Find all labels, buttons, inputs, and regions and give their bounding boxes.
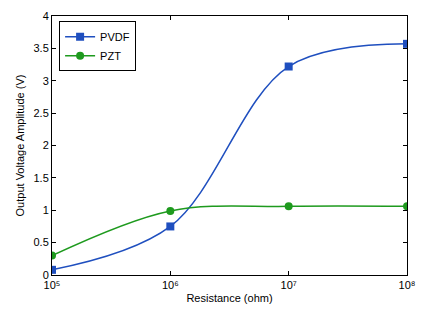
svg-text:PZT: PZT — [100, 50, 121, 62]
svg-text:10⁵: 10⁵ — [44, 279, 61, 291]
svg-text:2: 2 — [43, 139, 49, 151]
svg-text:10⁶: 10⁶ — [162, 279, 179, 291]
svg-text:1.5: 1.5 — [34, 172, 49, 184]
svg-text:1: 1 — [43, 204, 49, 216]
svg-text:Output Voltage Amplitude (V): Output Voltage Amplitude (V) — [14, 75, 26, 217]
svg-text:4: 4 — [43, 10, 49, 22]
svg-text:3.5: 3.5 — [34, 42, 49, 54]
svg-text:0.5: 0.5 — [34, 236, 49, 248]
svg-text:PVDF: PVDF — [100, 31, 130, 43]
svg-text:10⁸: 10⁸ — [399, 279, 416, 291]
svg-text:2.5: 2.5 — [34, 107, 49, 119]
svg-text:10⁷: 10⁷ — [281, 279, 297, 291]
svg-text:3: 3 — [43, 75, 49, 87]
svg-text:0: 0 — [43, 269, 49, 281]
svg-text:Resistance (ohm): Resistance (ohm) — [186, 292, 272, 304]
